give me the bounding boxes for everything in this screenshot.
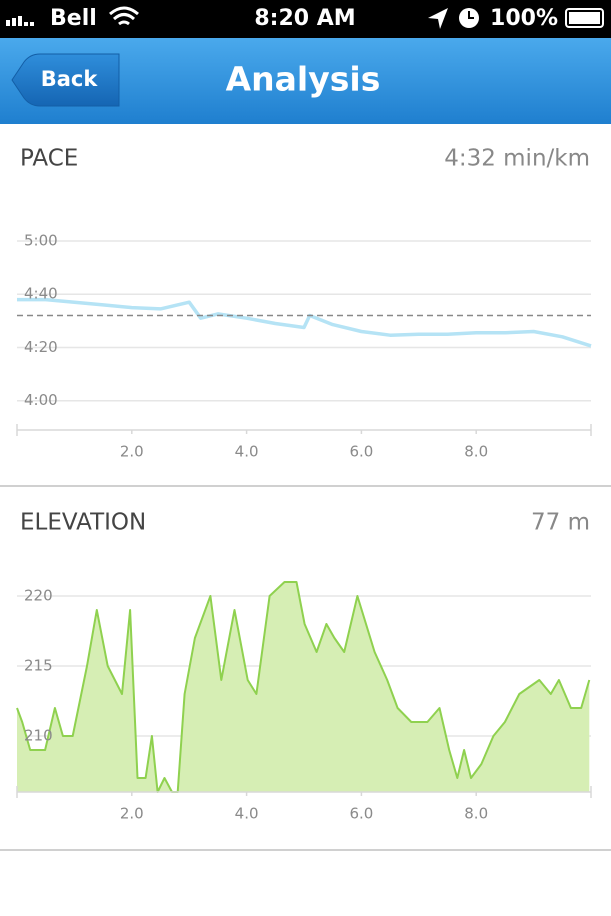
x-tick-label: 8.0 <box>464 805 488 823</box>
status-bar <box>0 0 611 38</box>
clock: 8:20 AM <box>254 6 355 31</box>
x-tick-label: 6.0 <box>349 805 373 823</box>
section-title: ELEVATION <box>20 510 146 536</box>
x-tick-label: 4.0 <box>235 805 259 823</box>
x-tick-label: 2.0 <box>120 805 144 823</box>
pace-line <box>17 297 592 348</box>
x-tick-label: 2.0 <box>120 443 144 461</box>
back-button[interactable] <box>11 53 120 107</box>
y-tick-label: 210 <box>24 727 53 745</box>
wifi-icon <box>109 6 139 26</box>
y-tick-label: 215 <box>24 657 53 675</box>
charts: PACE 4:32 min/km 5:00 4:40 4:20 4:00 2.0 4.0 6.0… <box>16 146 592 823</box>
back-label[interactable]: Back <box>41 67 99 91</box>
section-summary: 4:32 min/km <box>444 146 590 172</box>
carrier: Bell <box>50 6 97 31</box>
y-tick-label: 4:40 <box>24 285 58 303</box>
signal-icon <box>6 16 34 26</box>
y-tick-label: 220 <box>24 587 53 605</box>
y-tick-label: 4:00 <box>24 391 58 409</box>
location-icon <box>428 8 448 29</box>
y-tick-label: 5:00 <box>24 232 58 250</box>
section-summary: 77 m <box>531 510 590 536</box>
battery-fill <box>569 12 600 24</box>
nav-title: Analysis <box>226 60 381 99</box>
battery-level: 100% <box>490 6 558 31</box>
x-tick-label: 4.0 <box>235 443 259 461</box>
y-tick-label: 4:20 <box>24 338 58 356</box>
x-tick-label: 6.0 <box>349 443 373 461</box>
alarm-hand <box>468 11 474 19</box>
section-title: PACE <box>20 146 78 172</box>
battery-icon <box>565 8 604 28</box>
elevation-line <box>16 581 591 793</box>
x-tick-label: 8.0 <box>464 443 488 461</box>
